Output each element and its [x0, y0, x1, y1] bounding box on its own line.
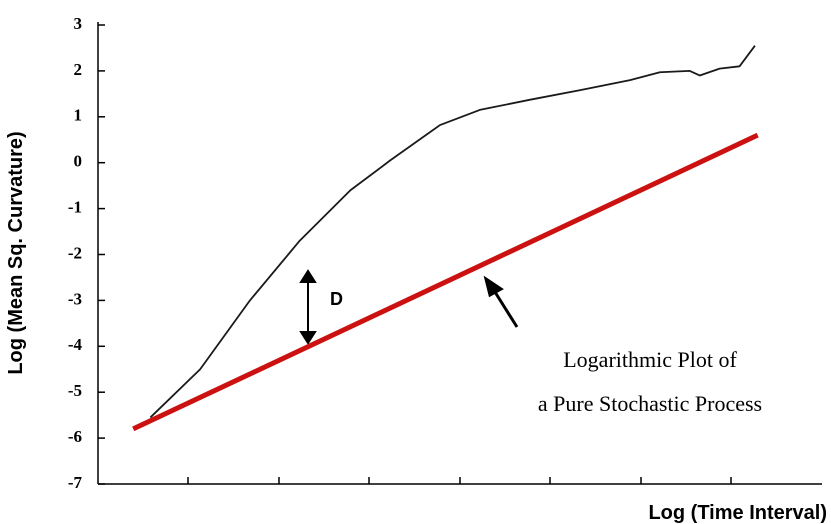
- y-tick-label: -6: [68, 427, 82, 446]
- y-tick-label: 0: [74, 152, 83, 171]
- y-tick-label: 1: [74, 106, 83, 125]
- x-axis-label: Log (Time Interval): [648, 502, 827, 524]
- y-tick-label: -4: [68, 335, 83, 354]
- data-line: [149, 45, 756, 419]
- y-tick-label: -5: [68, 381, 82, 400]
- annotation: Logarithmic Plot of: [563, 347, 737, 372]
- double-arrow: [299, 269, 317, 345]
- y-tick-label: 2: [74, 60, 83, 79]
- y-tick-label: -3: [68, 289, 82, 308]
- pointer-arrow: [483, 275, 519, 328]
- annotation: D: [330, 289, 343, 309]
- y-tick-label: -1: [68, 198, 82, 217]
- fit-line: [132, 132, 759, 432]
- y-tick-label: -7: [68, 473, 83, 492]
- annotation: a Pure Stochastic Process: [538, 391, 762, 416]
- y-tick-label: 3: [74, 14, 83, 33]
- y-tick-label: -2: [68, 243, 82, 262]
- y-axis-label: Log (Mean Sq. Curvature): [5, 131, 27, 374]
- x-tick-marks: [187, 477, 732, 484]
